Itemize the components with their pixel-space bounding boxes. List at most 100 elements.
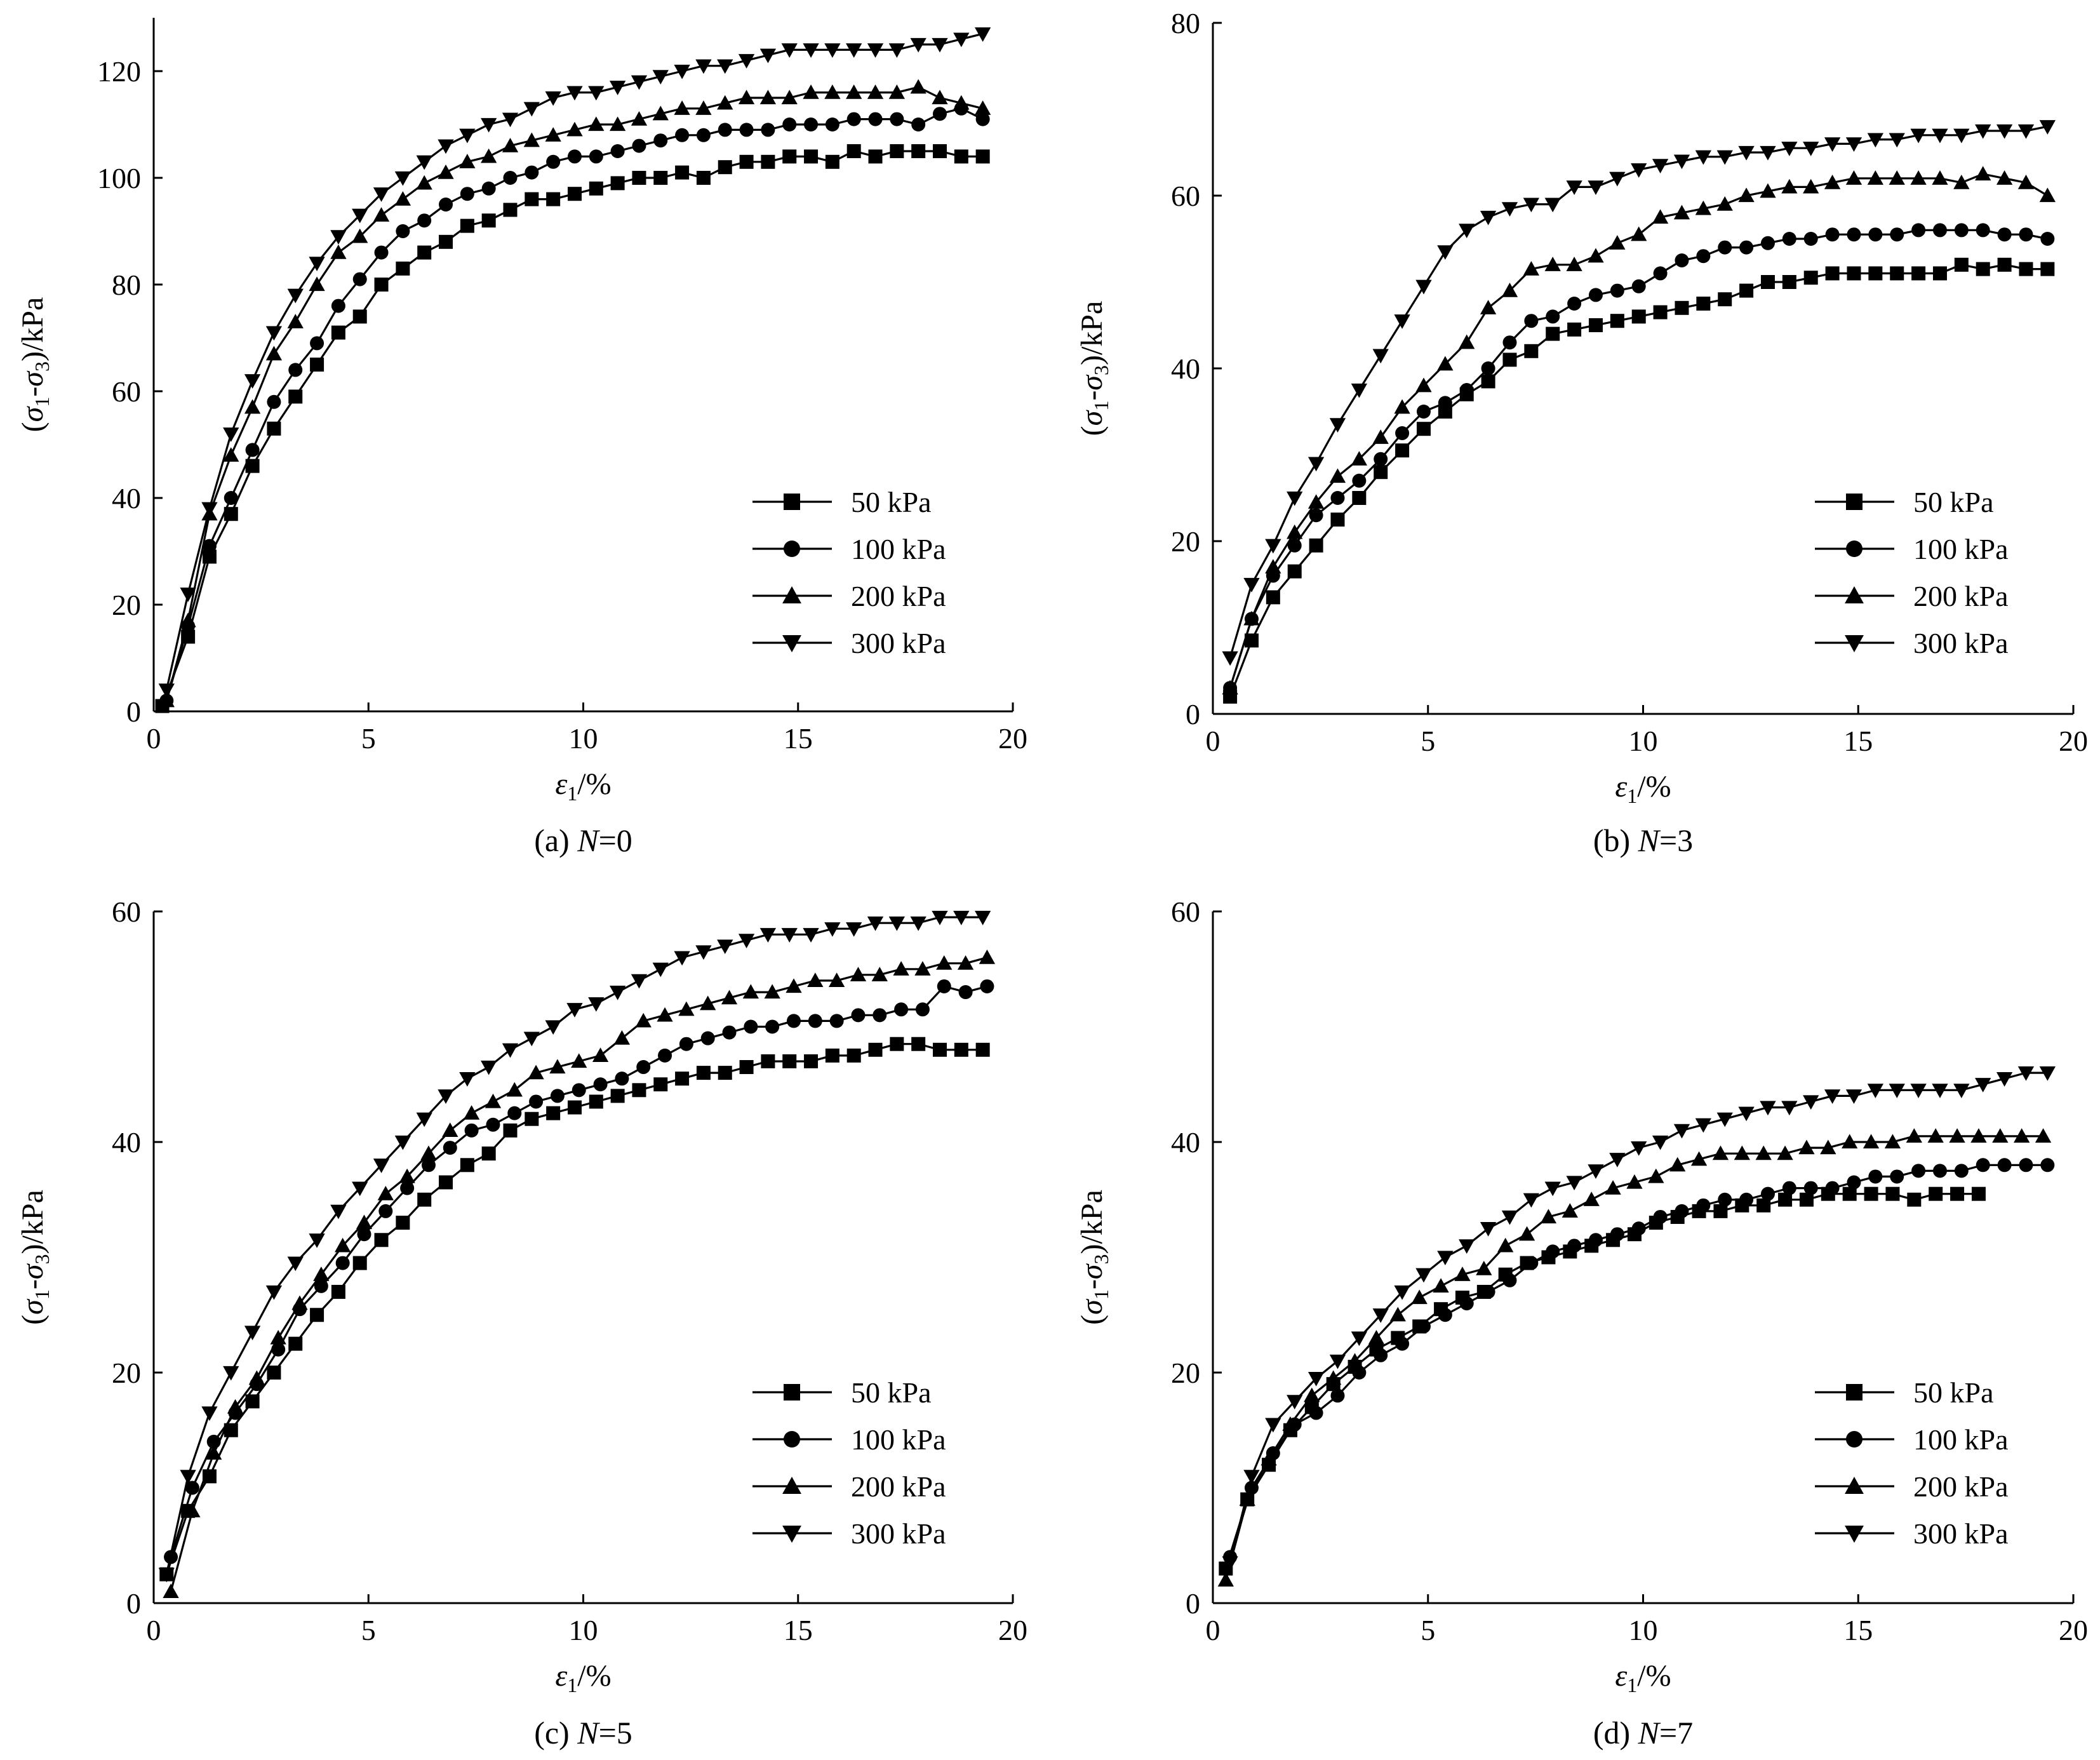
data-point (1760, 183, 1776, 198)
data-point (803, 928, 819, 943)
data-point (781, 43, 798, 58)
data-point (223, 427, 239, 442)
data-point (1501, 1210, 1518, 1225)
data-point (674, 64, 690, 79)
data-point (571, 1053, 587, 1068)
data-point (825, 118, 839, 131)
data-point (549, 1059, 566, 1074)
data-point (1416, 1319, 1431, 1334)
data-point (1588, 1233, 1603, 1247)
data-point (1884, 1134, 1901, 1149)
data-point (1631, 163, 1647, 178)
data-point (396, 224, 410, 238)
data-point (352, 1181, 368, 1197)
data-point (1911, 223, 1926, 238)
data-point (1502, 353, 1517, 367)
data-point (764, 984, 780, 999)
data-point (2017, 1066, 2035, 1081)
data-point (1889, 170, 1905, 185)
data-point (224, 491, 238, 505)
data-point (288, 363, 303, 377)
data-point (868, 1042, 883, 1057)
data-point (1415, 1268, 1432, 1283)
data-point (1309, 538, 1323, 553)
data-point (1847, 227, 1861, 242)
legend-marker (1846, 541, 1863, 557)
data-point (1459, 334, 1475, 349)
data-point (481, 181, 496, 196)
data-point (782, 118, 797, 131)
data-point (460, 218, 474, 233)
data-point (1997, 227, 2012, 242)
data-point (224, 507, 238, 521)
data-point (1438, 396, 1452, 410)
data-point (1824, 174, 1841, 189)
data-point (1932, 170, 1948, 185)
data-point (1927, 1128, 1944, 1143)
data-point (1395, 1336, 1410, 1351)
x-axis-title: ε1/% (1615, 770, 1671, 807)
data-point (1975, 124, 1991, 139)
data-point (1588, 288, 1603, 302)
data-point (890, 144, 904, 158)
data-point (1976, 223, 1990, 238)
data-point (632, 171, 646, 185)
data-point (481, 148, 497, 163)
data-point (1454, 1266, 1471, 1281)
data-point (566, 86, 583, 101)
data-point (888, 917, 905, 931)
data-point (1610, 314, 1624, 328)
data-point (1346, 1353, 1363, 1367)
data-point (180, 612, 196, 628)
data-point (868, 149, 883, 164)
data-point (1975, 1078, 1991, 1092)
data-point (829, 1014, 844, 1028)
data-point (202, 539, 217, 553)
data-point (635, 1012, 652, 1028)
data-point (1803, 1095, 1819, 1110)
data-point (1566, 180, 1582, 196)
data-point (957, 955, 974, 970)
chart-panel-c: 0 5 10 15 20 0 20 40 60 ε1/% (σ1-σ3)/kPa (c) N=5 50 … (16, 896, 1027, 1750)
data-point (1631, 1221, 1646, 1236)
data-point (1540, 1209, 1557, 1224)
data-point (717, 95, 733, 110)
data-point (1394, 1285, 1410, 1300)
data-point (1820, 1139, 1836, 1155)
data-point (1716, 150, 1733, 165)
data-point (759, 928, 777, 943)
data-point (1372, 349, 1389, 364)
data-point (1781, 1101, 1798, 1116)
data-point (1524, 344, 1539, 358)
data-point (373, 187, 390, 202)
data-point (1777, 1145, 1793, 1160)
legend-label: 50 kPa (1913, 1376, 1994, 1409)
data-point (1675, 1204, 1689, 1218)
data-point (1867, 133, 1883, 148)
data-point (1567, 297, 1582, 311)
data-point (894, 1002, 909, 1017)
data-point (718, 1066, 732, 1080)
legend-marker (1845, 635, 1864, 652)
x-tick-label: 10 (569, 722, 598, 755)
data-point (330, 230, 347, 245)
data-point (804, 1054, 819, 1068)
data-point (1544, 198, 1561, 213)
data-point (1712, 1145, 1729, 1160)
legend-label: 100 kPa (851, 533, 946, 565)
data-point (1588, 318, 1603, 332)
data-point (1803, 142, 1819, 156)
data-point (1330, 1388, 1345, 1403)
data-point (1970, 1128, 1987, 1143)
data-point (717, 59, 733, 74)
y-tick-label: 0 (1186, 698, 1200, 730)
data-point (761, 1054, 775, 1068)
data-point (1502, 335, 1517, 350)
data-point (1583, 1192, 1600, 1206)
data-point (1976, 1158, 1990, 1172)
data-point (675, 1071, 690, 1086)
data-point (439, 1175, 453, 1190)
data-point (1243, 610, 1260, 626)
data-point (1971, 1186, 1986, 1201)
data-point (1588, 180, 1604, 196)
